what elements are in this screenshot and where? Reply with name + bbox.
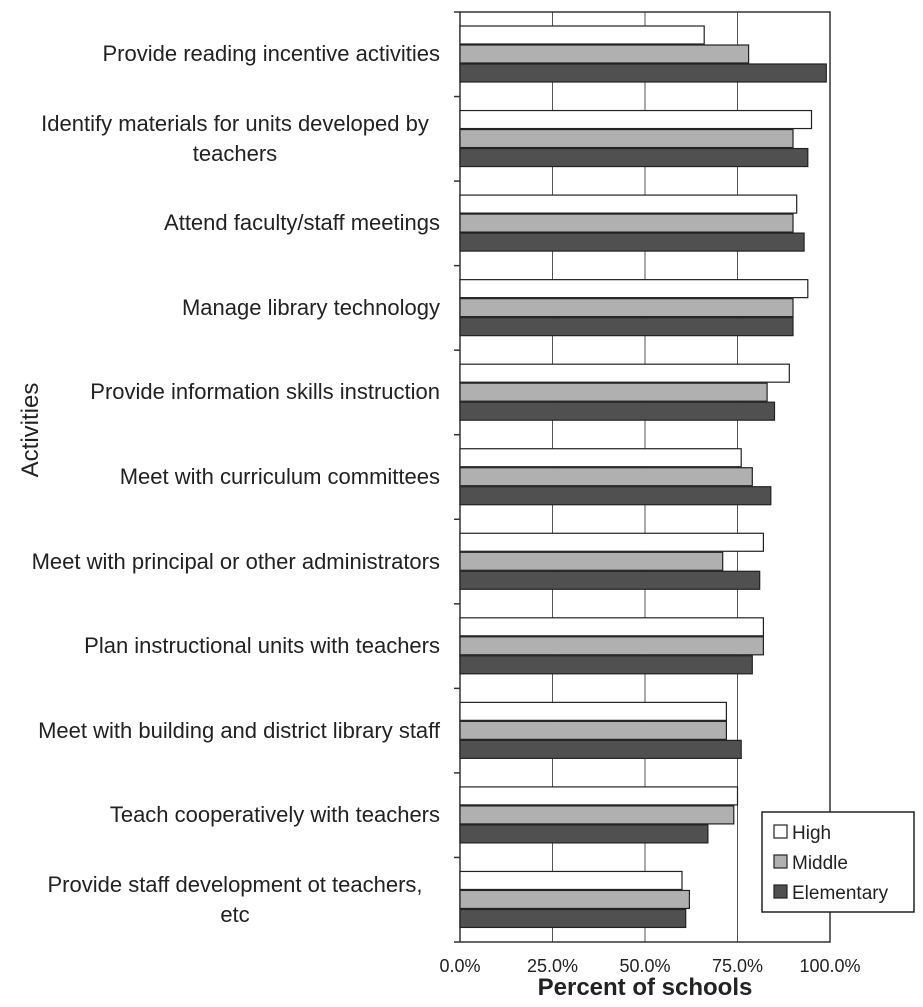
y-tick-label: Plan instructional units with teachers — [20, 608, 440, 685]
legend-label: High — [792, 823, 831, 844]
category-text: Provide reading incentive activities — [102, 41, 440, 67]
bar — [459, 908, 687, 929]
y-tick-label: Provide staff development ot teachers, e… — [20, 861, 440, 938]
y-tick-label: Identify materials for units developed b… — [20, 101, 440, 178]
x-tick-label: 0.0% — [439, 956, 480, 976]
category-text: Plan instructional units with teachers — [84, 633, 440, 659]
bar — [459, 401, 776, 421]
y-tick-label: Manage library technology — [20, 270, 440, 347]
bar — [459, 128, 794, 149]
category-text: Meet with principal or other administrat… — [31, 548, 440, 574]
bar — [459, 720, 727, 740]
bar — [459, 194, 798, 214]
x-tick-label: 50.0% — [619, 956, 670, 976]
bar — [459, 889, 690, 910]
category-text: Identify materials for units developed b… — [41, 110, 429, 166]
bar — [459, 805, 735, 825]
bar — [459, 467, 753, 487]
y-tick-label: Provide information skills instruction — [20, 354, 440, 431]
legend-label: Middle — [792, 853, 848, 874]
y-axis-title: Activities — [17, 383, 44, 478]
bar — [459, 317, 794, 337]
bar — [459, 232, 805, 252]
y-tick-label: Provide reading incentive activities — [20, 16, 440, 93]
x-tick-label: 100.0% — [799, 956, 860, 976]
bar — [459, 617, 764, 637]
bar — [459, 655, 753, 675]
bar — [459, 109, 813, 130]
category-text: Teach cooperatively with teachers — [109, 802, 440, 828]
x-axis-title: Percent of schools — [538, 974, 753, 1001]
category-text: Attend faculty/staff meetings — [164, 210, 440, 236]
bar — [459, 701, 727, 721]
bar — [459, 486, 772, 506]
y-tick-label: Meet with building and district library … — [20, 692, 440, 769]
category-text: Meet with building and district library … — [38, 717, 440, 743]
bar — [459, 25, 705, 45]
bar — [459, 870, 683, 891]
y-tick-label: Teach cooperatively with teachers — [20, 777, 440, 854]
bar — [459, 824, 709, 844]
bar — [459, 44, 750, 64]
bar — [459, 786, 739, 806]
legend-swatch — [773, 854, 788, 869]
bar — [459, 63, 827, 83]
bar — [459, 636, 764, 656]
legend-swatch — [773, 884, 788, 899]
bar — [459, 382, 768, 402]
x-tick-label: 25.0% — [527, 956, 578, 976]
bar — [459, 213, 794, 233]
y-tick-label: Attend faculty/staff meetings — [20, 185, 440, 262]
category-text: Provide information skills instruction — [90, 379, 440, 405]
bar — [459, 551, 724, 571]
bar — [459, 532, 764, 552]
bar — [459, 279, 809, 299]
bar — [459, 570, 761, 590]
bar — [459, 363, 790, 383]
legend-swatch — [773, 824, 788, 839]
y-tick-label: Meet with principal or other administrat… — [20, 523, 440, 600]
category-text: Manage library technology — [181, 294, 440, 320]
x-tick-label: 75.0% — [712, 956, 763, 976]
legend-label: Elementary — [792, 883, 889, 904]
bar — [459, 147, 809, 168]
y-tick-label: Meet with curriculum committees — [20, 439, 440, 516]
category-text: Meet with curriculum committees — [119, 463, 440, 489]
bar — [459, 298, 794, 318]
category-text: Provide staff development ot teachers, e… — [47, 871, 423, 927]
bar — [459, 739, 742, 759]
bar — [459, 448, 742, 468]
